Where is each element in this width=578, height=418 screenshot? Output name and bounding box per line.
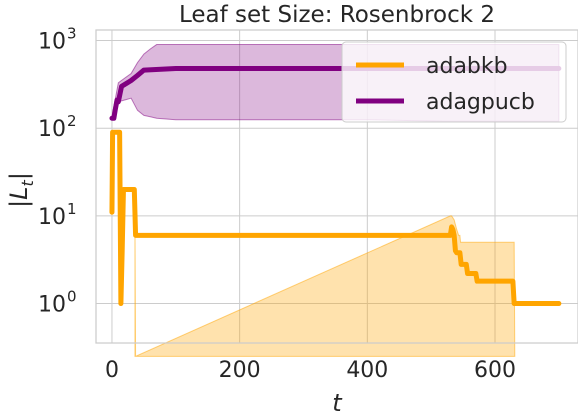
x-tick-label: 200	[219, 358, 261, 383]
x-tick-label: 600	[474, 358, 516, 383]
y-tick-exponent: 2	[67, 112, 77, 130]
y-tick-exponent: 0	[67, 288, 77, 306]
legend: adabkb adagpucb	[341, 41, 567, 123]
y-tick-label: 10	[38, 30, 66, 55]
line-adabkb	[109, 129, 562, 307]
x-tick-label: 400	[346, 358, 388, 383]
y-axis-label: |Lt|	[5, 172, 37, 208]
chart-title: Leaf set Size: Rosenbrock 2	[179, 2, 495, 28]
x-tick-label: 0	[105, 358, 119, 383]
x-axis-label: t	[332, 389, 343, 417]
legend-label-adagpucb: adagpucb	[426, 90, 535, 115]
band-adabkb	[134, 215, 516, 358]
legend-label-adabkb: adabkb	[426, 54, 508, 79]
y-tick-label: 10	[38, 205, 66, 230]
plot-frame	[95, 29, 578, 344]
x-axis-ticks: 0 200 400 600	[105, 358, 516, 383]
y-tick-exponent: 3	[67, 25, 77, 43]
y-tick-exponent: 1	[67, 200, 77, 218]
y-tick-label: 10	[38, 293, 66, 318]
y-tick-label: 10	[38, 117, 66, 142]
